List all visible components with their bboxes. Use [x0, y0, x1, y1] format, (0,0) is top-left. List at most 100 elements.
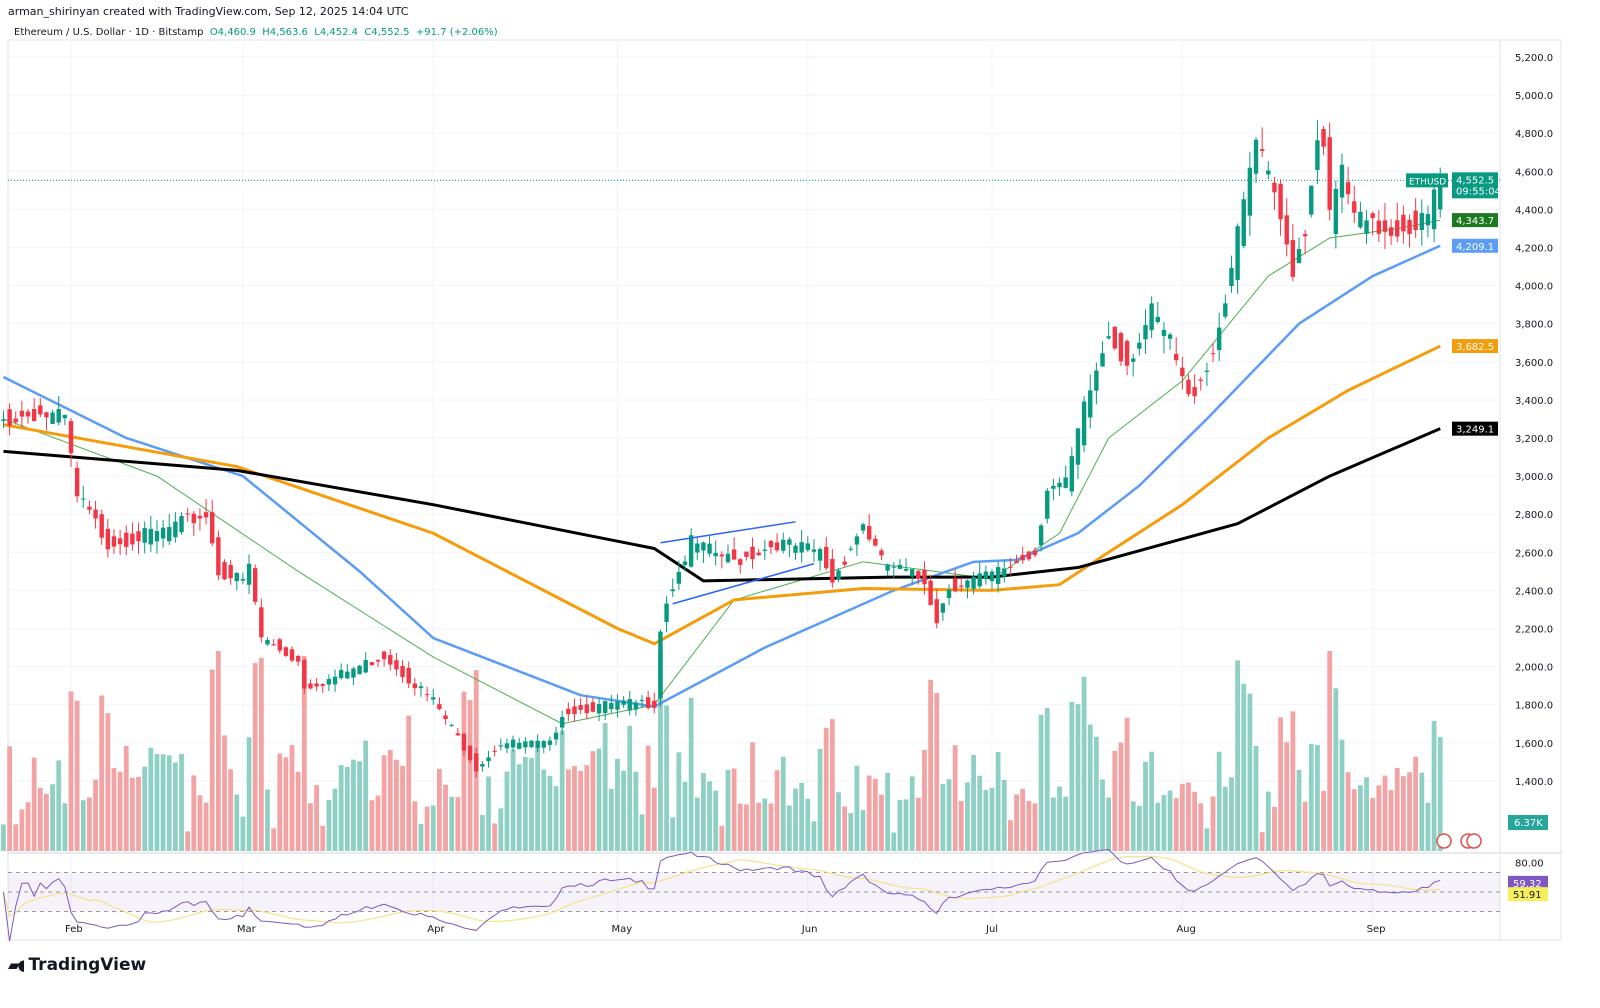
candle-body: [731, 549, 737, 560]
candle-body: [695, 543, 700, 553]
candle-body: [713, 552, 718, 557]
candle-body: [1388, 227, 1394, 236]
y-tick-label: 3,400.0: [1515, 396, 1553, 407]
candle-body: [848, 548, 853, 550]
volume-bar: [578, 770, 584, 851]
volume-bar: [547, 775, 553, 851]
volume-bar: [670, 817, 676, 851]
volume-bar: [486, 776, 491, 851]
volume-bar: [1149, 751, 1155, 851]
volume-bar: [1014, 794, 1019, 851]
candle-body: [1051, 485, 1056, 489]
volume-bar: [437, 768, 442, 851]
symbol-label-bg: [1406, 173, 1448, 188]
candle-body: [117, 538, 123, 545]
volume-bar: [1235, 660, 1240, 851]
volume-bar: [688, 697, 694, 851]
volume-bar: [866, 775, 872, 851]
candle-body: [111, 536, 117, 547]
volume-bar: [1339, 739, 1345, 851]
candle-body: [1204, 370, 1210, 372]
candle-body: [1137, 342, 1142, 349]
candle-body: [234, 572, 239, 582]
volume-bar: [130, 777, 135, 851]
candle-body: [1161, 329, 1167, 337]
volume-bar: [1400, 776, 1406, 851]
candle-body: [824, 546, 829, 569]
candle-body: [799, 542, 804, 553]
candle-body: [1149, 303, 1154, 331]
ma-value-label-bg: [1452, 213, 1498, 228]
candle-body: [1100, 353, 1105, 367]
candle-body: [363, 659, 368, 673]
candle-body: [455, 733, 461, 736]
volume-bar: [369, 800, 375, 851]
volume-bar: [608, 788, 614, 851]
candle-body: [173, 521, 178, 538]
candle-body: [1124, 340, 1130, 366]
candle-body: [529, 740, 534, 747]
candle-body: [197, 515, 203, 519]
volume-bar: [1008, 820, 1013, 851]
ma-value-label: 4,209.1: [1456, 242, 1494, 253]
candle-body: [1309, 185, 1314, 215]
volume-bar: [639, 814, 645, 851]
candle-body: [1167, 334, 1173, 339]
volume-bar: [240, 816, 246, 851]
volume-bar: [479, 815, 485, 851]
candle-body: [922, 569, 927, 585]
candle-body: [203, 512, 209, 518]
volume-bar: [823, 727, 829, 851]
candle-series: [1, 120, 1443, 778]
candle-body: [191, 513, 196, 524]
volume-bar: [1284, 742, 1290, 851]
volume-bar: [510, 749, 516, 851]
volume-bar: [744, 804, 749, 851]
volume-bar: [1327, 651, 1333, 851]
candle-body: [480, 764, 485, 767]
candle-body: [903, 568, 909, 571]
y-tick-label: 4,000.0: [1515, 282, 1553, 293]
candle-body: [535, 740, 540, 748]
volume-bar: [1358, 785, 1363, 851]
volume-series: [1, 651, 1443, 851]
volume-bar: [301, 655, 307, 851]
candle-body: [774, 542, 780, 551]
rsi-ma-value: 51.91: [1513, 890, 1542, 901]
last-price-label: 4,552.5: [1456, 175, 1494, 186]
volume-bar: [443, 784, 448, 851]
logo-text: TradingView: [28, 955, 147, 975]
x-tick-label: May: [611, 924, 632, 935]
volume-bar: [1106, 797, 1112, 851]
candle-body: [1026, 551, 1032, 560]
candle-body: [738, 559, 743, 565]
candle-body: [1290, 240, 1296, 277]
volume-bar: [1186, 782, 1191, 851]
y-tick-label: 4,800.0: [1515, 129, 1553, 140]
candle-body: [578, 705, 583, 710]
volume-bar: [246, 737, 252, 851]
candle-body: [1063, 477, 1068, 488]
volume-bar: [1136, 805, 1142, 851]
volume-bar: [1081, 676, 1087, 851]
candle-body: [1081, 401, 1087, 446]
volume-bar: [572, 766, 577, 851]
volume-bar: [412, 801, 418, 851]
volume-bar: [105, 713, 111, 851]
candle-body: [185, 513, 190, 515]
candle-body: [560, 717, 565, 728]
tradingview-logo[interactable]: ▰◖ TradingView: [8, 955, 146, 975]
volume-bar: [357, 761, 362, 851]
volume-bar: [915, 797, 921, 851]
candle-body: [1395, 220, 1400, 237]
candle-body: [756, 552, 761, 556]
volume-bar: [424, 806, 430, 851]
volume-bar: [320, 825, 326, 851]
volume-bar: [1290, 711, 1296, 851]
volume-bar: [590, 751, 596, 851]
symbol-title[interactable]: Ethereum / U.S. Dollar · 1D · Bitstamp: [14, 27, 204, 38]
volume-bar: [719, 825, 725, 851]
volume-bar: [203, 802, 209, 851]
candle-body: [566, 708, 571, 714]
